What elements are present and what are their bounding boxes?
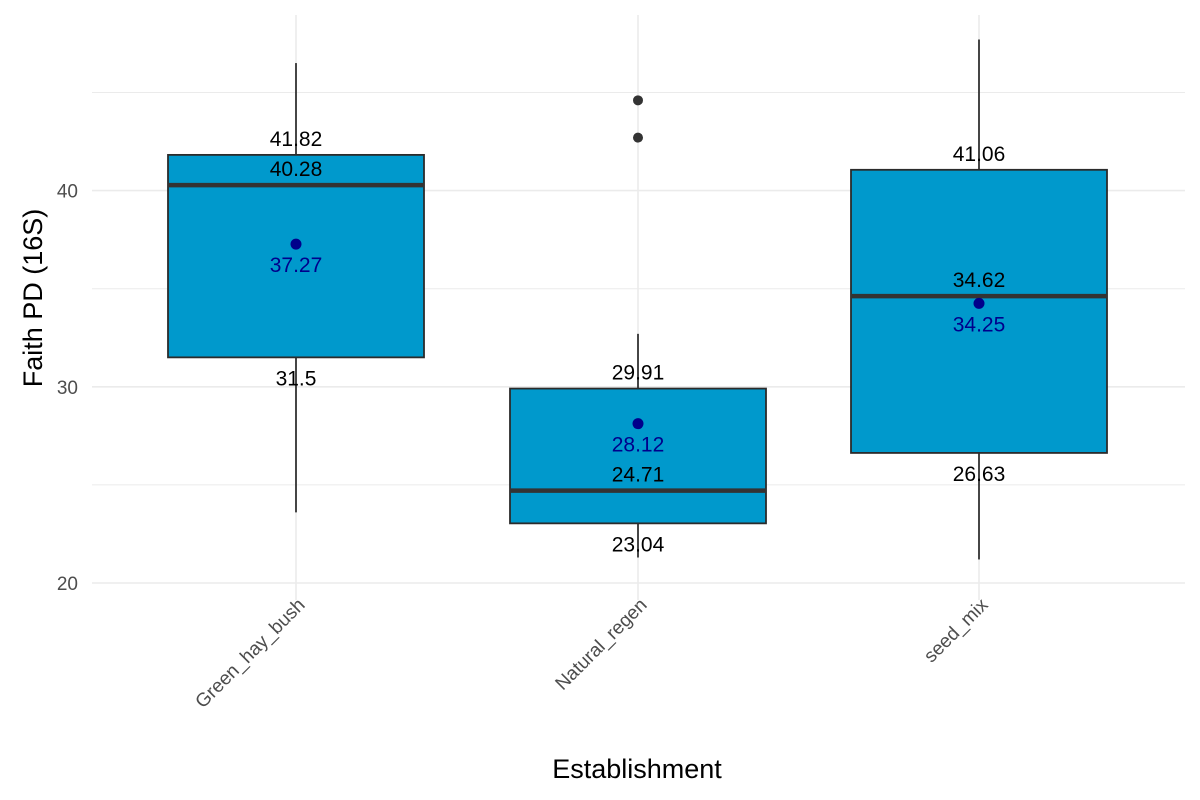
outlier-point	[633, 95, 643, 106]
y-tick-label: 30	[57, 378, 78, 399]
mean-point	[973, 297, 985, 309]
mean-label: 28.12	[612, 434, 665, 457]
median-label: 24.71	[612, 464, 665, 487]
q1-label: 23.04	[612, 533, 665, 556]
q3-label: 41.82	[270, 128, 323, 151]
box-Natural_regen	[509, 387, 767, 525]
x-tick-label: seed_mix	[920, 594, 993, 667]
outlier-point	[633, 132, 643, 143]
mean-point	[632, 418, 644, 430]
y-axis-title: Faith PD (16S)	[18, 209, 48, 388]
q3-label: 41.06	[953, 143, 1006, 166]
box-Green_hay_bush	[167, 153, 425, 359]
q1-label: 31.5	[276, 367, 317, 390]
median-label: 40.28	[270, 158, 323, 181]
q3-label: 29.91	[612, 362, 665, 385]
median-label: 34.62	[953, 269, 1006, 292]
y-tick-label: 20	[57, 574, 78, 595]
q1-label: 26.63	[953, 463, 1006, 486]
x-axis-title: Establishment	[552, 754, 722, 784]
boxes	[167, 39, 1108, 560]
mean-label: 34.25	[953, 313, 1006, 336]
stat-labels: 41.82 40.28 31.5 37.27 29.91 24.71 23.04 28.12 4…	[270, 128, 1006, 556]
mean-point	[290, 238, 302, 250]
mean-label: 37.27	[270, 254, 323, 277]
x-tick-label: Green_hay_bush	[192, 595, 310, 713]
x-tick-label: Natural_regen	[552, 595, 652, 695]
box-seed_mix	[850, 168, 1108, 454]
y-tick-label: 40	[57, 182, 78, 203]
